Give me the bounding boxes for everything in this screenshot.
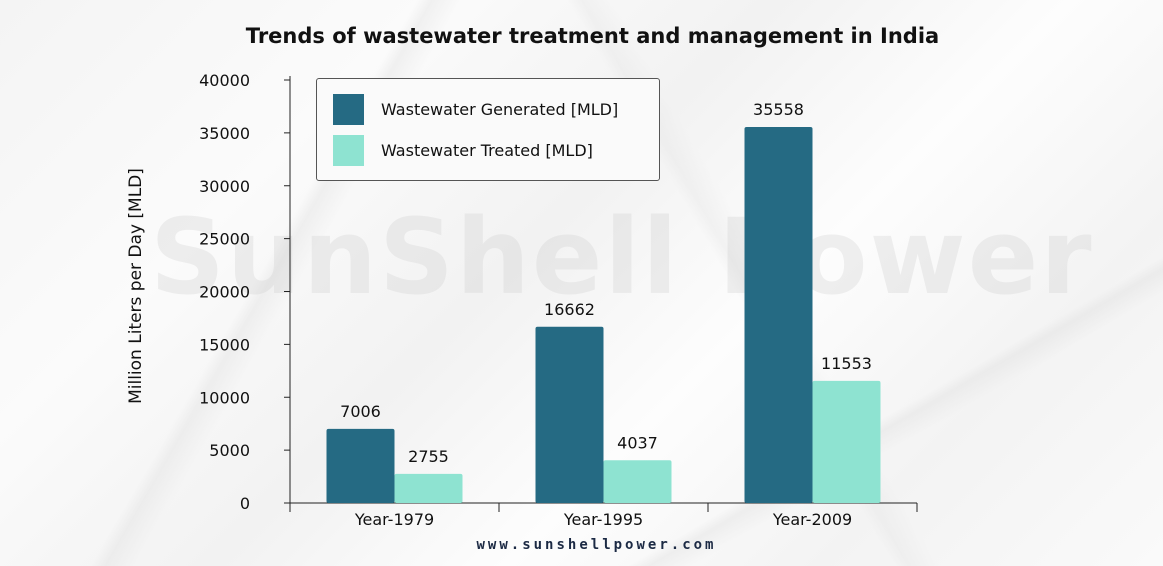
legend-swatch-treated — [333, 135, 364, 166]
data-label: 16662 — [544, 300, 595, 319]
data-label: 11553 — [821, 354, 872, 373]
y-tick-label: 35000 — [199, 124, 250, 143]
y-tick-label: 10000 — [199, 388, 250, 407]
data-label: 4037 — [617, 433, 658, 452]
x-tick-label: Year-2009 — [772, 510, 852, 529]
x-tick-label: Year-1979 — [354, 510, 434, 529]
legend-label-treated: Wastewater Treated [MLD] — [381, 141, 593, 160]
y-tick-label: 40000 — [199, 71, 250, 90]
bar-generated — [744, 126, 813, 503]
y-tick-label: 5000 — [209, 441, 250, 460]
y-tick-label: 30000 — [199, 177, 250, 196]
data-label: 2755 — [408, 447, 449, 466]
x-tick-label: Year-1995 — [563, 510, 643, 529]
legend-item-generated: Wastewater Generated [MLD] — [333, 94, 618, 125]
legend-swatch-generated — [333, 94, 364, 125]
bar-generated — [535, 326, 604, 503]
footer-url: www.sunshellpower.com — [476, 537, 717, 553]
bar-treated — [394, 473, 463, 503]
data-label: 35558 — [753, 100, 804, 119]
bar-treated — [603, 460, 672, 503]
y-tick-label: 15000 — [199, 335, 250, 354]
bar-treated — [812, 380, 881, 503]
y-tick-label: 0 — [240, 494, 250, 513]
legend-label-generated: Wastewater Generated [MLD] — [381, 100, 619, 119]
y-tick-label: 20000 — [199, 283, 250, 302]
legend-item-treated: Wastewater Treated [MLD] — [333, 135, 593, 166]
y-tick-label: 25000 — [199, 230, 250, 249]
chart-title: Trends of wastewater treatment and manag… — [245, 24, 940, 48]
legend: Wastewater Generated [MLD] Wastewater Tr… — [316, 78, 660, 181]
bar-generated — [326, 428, 395, 503]
data-label: 7006 — [340, 402, 381, 421]
